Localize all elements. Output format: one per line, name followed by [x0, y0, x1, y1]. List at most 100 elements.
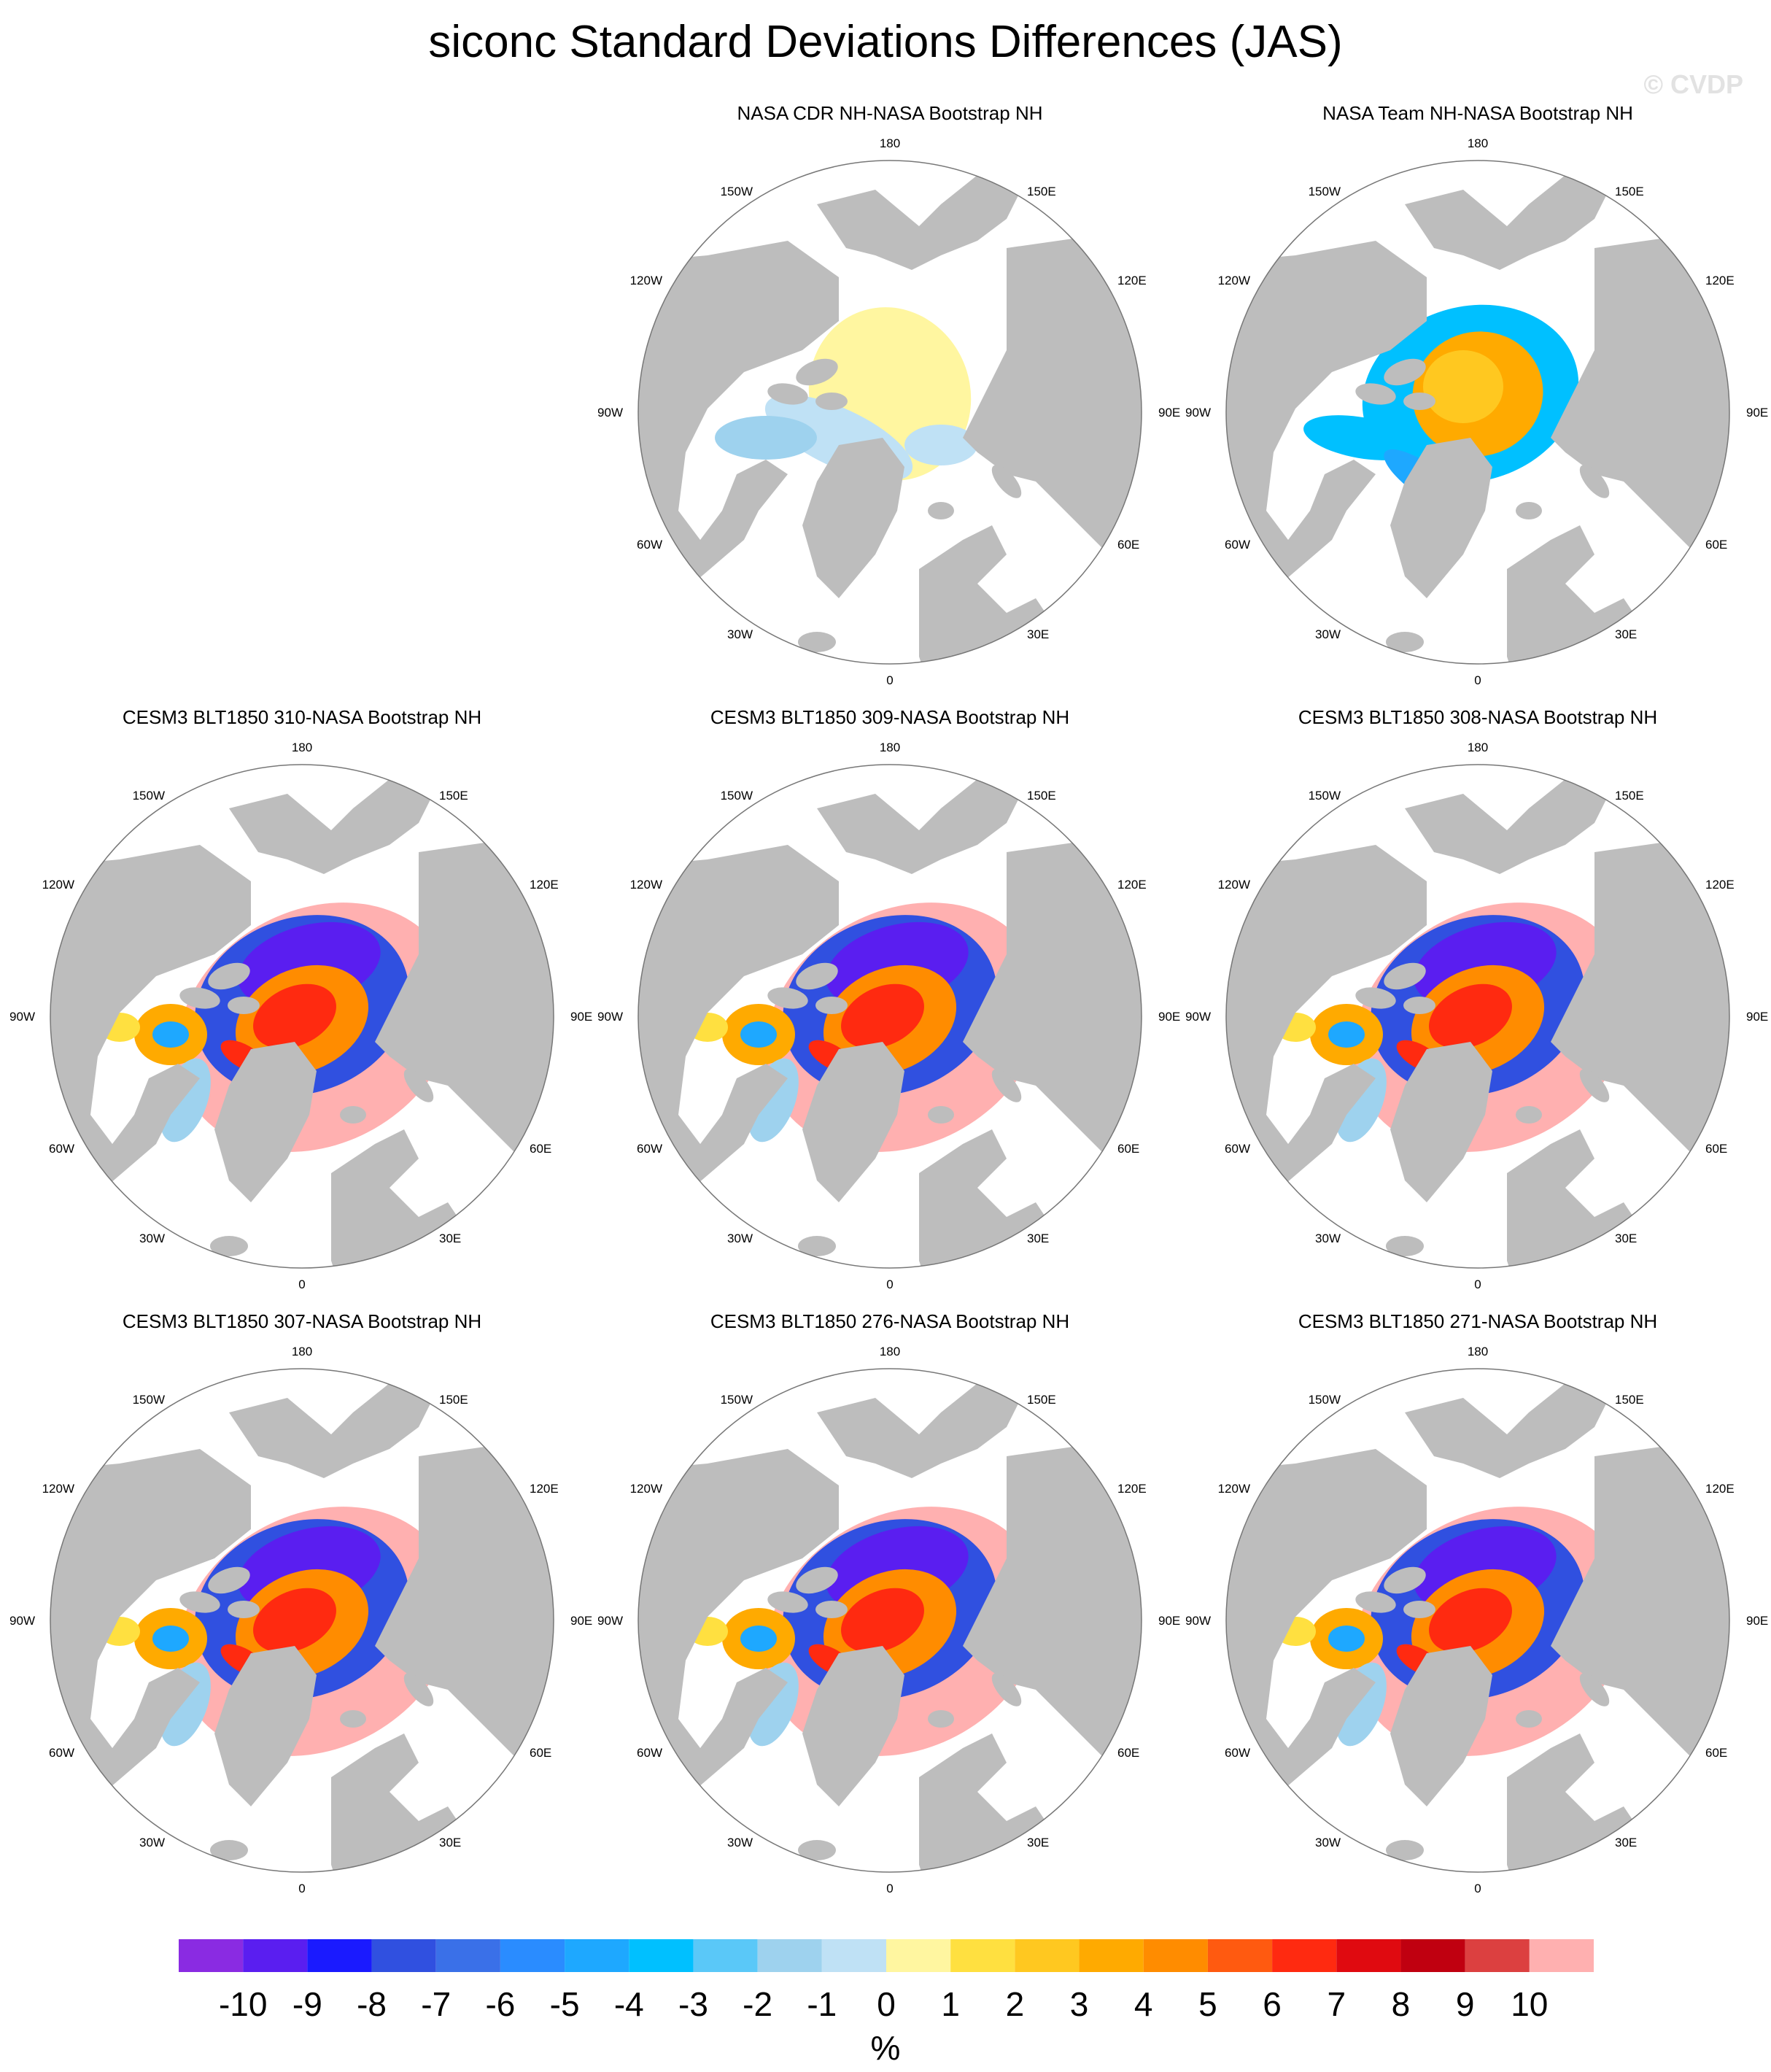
longitude-label: 30E: [1027, 1232, 1049, 1245]
map-panel: CESM3 BLT1850 308-NASA Bootstrap NH 180 0 9…: [1186, 706, 1770, 1304]
colorbar-swatch: [1465, 1939, 1530, 1972]
map-panel: CESM3 BLT1850 309-NASA Bootstrap NH 180 0 9…: [598, 706, 1182, 1304]
longitude-label: 60E: [1117, 1746, 1139, 1760]
longitude-label: 150E: [1615, 185, 1644, 198]
colorbar-swatch: [1207, 1939, 1273, 1972]
longitude-label: 0: [1474, 673, 1481, 687]
longitude-label: 30W: [1315, 1232, 1341, 1245]
longitude-label: 120W: [630, 1482, 662, 1496]
longitude-label: 60E: [530, 1746, 551, 1760]
polar-map: 180 0 90W 90E 120W 150W 150E 120E 60W 30W 30E 60E: [598, 741, 1180, 1291]
panel-title: CESM3 BLT1850 307-NASA Bootstrap NH: [122, 1310, 482, 1332]
map-panel: CESM3 BLT1850 271-NASA Bootstrap NH 180 0 9…: [1186, 1310, 1770, 1909]
colorbar-swatch: [307, 1939, 372, 1972]
longitude-label: 180: [880, 136, 900, 150]
longitude-label: 30W: [139, 1836, 165, 1849]
longitude-label: 30W: [1315, 1836, 1341, 1849]
colorbar-tick-label: -8: [357, 1985, 387, 2023]
colorbar-swatch: [1079, 1939, 1144, 1972]
polar-map: 180 0 90W 90E 120W 150W 150E 120E 60W 30W 30E 60E: [10, 1345, 592, 1895]
longitude-label: 90E: [1158, 406, 1180, 420]
longitude-label: 90W: [1186, 406, 1211, 420]
colorbar-swatch: [950, 1939, 1015, 1972]
longitude-label: 90E: [570, 1614, 592, 1628]
difference-field: [99, 1507, 456, 1756]
longitude-label: 150W: [1309, 789, 1341, 803]
longitude-label: 90W: [1186, 1010, 1211, 1024]
longitude-label: 60W: [637, 1142, 662, 1156]
colorbar-tick-label: -2: [743, 1985, 772, 2023]
colorbar-swatch: [179, 1939, 244, 1972]
figure-title: siconc Standard Deviations Differences (…: [428, 17, 1343, 67]
polar-map: 180 0 90W 90E 120W 150W 150E 120E 60W 30W 30E 60E: [1186, 1345, 1768, 1895]
longitude-label: 150W: [1309, 185, 1341, 198]
panel-title: NASA Team NH-NASA Bootstrap NH: [1322, 102, 1633, 124]
longitude-label: 120E: [1705, 274, 1735, 287]
longitude-label: 0: [1474, 1882, 1481, 1895]
longitude-label: 150W: [133, 1393, 165, 1407]
longitude-label: 30W: [1315, 627, 1341, 641]
panel-title: CESM3 BLT1850 309-NASA Bootstrap NH: [710, 706, 1070, 728]
longitude-label: 30E: [1615, 627, 1637, 641]
colorbar-tick-label: 2: [1006, 1985, 1025, 2023]
longitude-label: 30E: [439, 1836, 461, 1849]
colorbar-tick-label: 7: [1327, 1985, 1346, 2023]
longitude-label: 180: [292, 741, 312, 754]
colorbar-tick-label: 8: [1392, 1985, 1411, 2023]
map-panel: NASA CDR NH-NASA Bootstrap NH 180 0 90W 90E 1…: [598, 102, 1182, 700]
longitude-label: 150W: [721, 789, 753, 803]
longitude-label: 120W: [1218, 1482, 1250, 1496]
longitude-label: 60W: [49, 1142, 74, 1156]
longitude-label: 120E: [1705, 1482, 1735, 1496]
panel-title: CESM3 BLT1850 310-NASA Bootstrap NH: [122, 706, 482, 728]
longitude-label: 120W: [1218, 274, 1250, 287]
longitude-label: 30E: [1027, 627, 1049, 641]
longitude-label: 90W: [1186, 1614, 1211, 1628]
colorbar-tick-label: -9: [292, 1985, 322, 2023]
longitude-label: 60E: [1705, 1746, 1727, 1760]
panel-title: CESM3 BLT1850 276-NASA Bootstrap NH: [710, 1310, 1070, 1332]
longitude-label: 90W: [598, 1614, 623, 1628]
difference-field: [687, 902, 1044, 1152]
longitude-label: 0: [886, 1277, 893, 1291]
polar-map: 180 0 90W 90E 120W 150W 150E 120E 60W 30W 30E 60E: [1186, 741, 1768, 1291]
colorbar-swatch: [435, 1939, 500, 1972]
longitude-label: 120W: [630, 878, 662, 892]
longitude-label: 0: [886, 673, 893, 687]
longitude-label: 30W: [727, 1836, 753, 1849]
map-panel: CESM3 BLT1850 310-NASA Bootstrap NH 180 0 9…: [10, 706, 594, 1304]
colorbar-tick-label: -10: [219, 1985, 267, 2023]
longitude-label: 60E: [1705, 1142, 1727, 1156]
longitude-label: 30W: [727, 627, 753, 641]
colorbar-swatch: [500, 1939, 565, 1972]
longitude-label: 150E: [1027, 789, 1056, 803]
colorbar-swatch: [886, 1939, 951, 1972]
colorbar-tick-label: 9: [1456, 1985, 1475, 2023]
longitude-label: 90W: [10, 1614, 35, 1628]
colorbar-swatch: [1272, 1939, 1337, 1972]
colorbar-tick-label: 4: [1134, 1985, 1153, 2023]
map-panel: NASA Team NH-NASA Bootstrap NH 180 0 90W 90E…: [1186, 102, 1770, 700]
panel-title: NASA CDR NH-NASA Bootstrap NH: [737, 102, 1043, 124]
colorbar-tick-label: 6: [1263, 1985, 1282, 2023]
colorbar-tick-label: -4: [614, 1985, 644, 2023]
longitude-label: 30E: [439, 1232, 461, 1245]
longitude-label: 150W: [1309, 1393, 1341, 1407]
polar-map: 180 0 90W 90E 120W 150W 150E 120E 60W 30W 30E 60E: [598, 1345, 1180, 1895]
longitude-label: 30E: [1615, 1836, 1637, 1849]
longitude-label: 0: [886, 1882, 893, 1895]
longitude-label: 60W: [1225, 538, 1250, 552]
longitude-label: 60E: [1705, 538, 1727, 552]
longitude-label: 180: [1468, 741, 1488, 754]
colorbar-swatch: [1529, 1939, 1594, 1972]
polar-map: 180 0 90W 90E 120W 150W 150E 120E 60W 30W 30E 60E: [598, 136, 1180, 687]
colorbar-tick-label: 10: [1511, 1985, 1548, 2023]
colorbar-swatch: [1336, 1939, 1401, 1972]
longitude-label: 120W: [1218, 878, 1250, 892]
watermark: © CVDP: [1643, 69, 1743, 99]
longitude-label: 0: [298, 1882, 305, 1895]
colorbar-tick-label: -1: [807, 1985, 837, 2023]
longitude-label: 90E: [1746, 1614, 1768, 1628]
colorbar-swatch: [1400, 1939, 1465, 1972]
longitude-label: 60E: [1117, 1142, 1139, 1156]
